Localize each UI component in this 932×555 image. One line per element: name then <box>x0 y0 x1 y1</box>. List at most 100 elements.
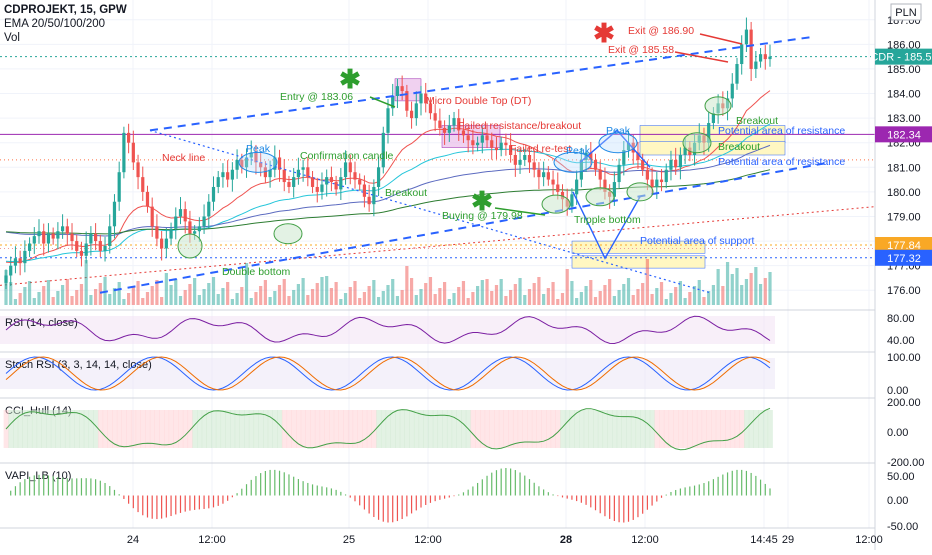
candle-body <box>240 159 244 168</box>
cci-band <box>711 410 717 448</box>
entry-arrow <box>369 96 396 108</box>
annotation-exit-2: Exit @ 185.58 <box>608 44 674 56</box>
candle-body <box>263 167 267 178</box>
vapi-bar <box>703 483 705 496</box>
volume-bar <box>358 298 362 305</box>
vapi-bar <box>387 495 389 523</box>
vapi-bar <box>151 495 153 519</box>
descending-dotted-line <box>149 129 711 294</box>
cci-band <box>395 410 401 448</box>
vapi-bar <box>675 489 677 496</box>
candle-body <box>343 162 348 178</box>
vapi-bar <box>557 495 559 497</box>
volume-bar <box>197 295 201 305</box>
candle-body <box>744 29 749 45</box>
vapi-bar <box>439 495 441 500</box>
candle-body <box>391 95 395 109</box>
volume-bar <box>13 299 18 305</box>
cci-band <box>635 410 641 448</box>
volume-bar <box>669 293 673 305</box>
candle-body <box>645 169 649 180</box>
cci-band <box>41 410 47 448</box>
cci-band <box>267 410 273 448</box>
panel-tick-label: 100.00 <box>887 352 921 364</box>
cci-band <box>668 410 674 448</box>
vapi-bar <box>99 480 101 496</box>
price-tick-label: 176.00 <box>887 285 921 297</box>
candle-body <box>188 221 192 234</box>
candle-body <box>174 216 178 229</box>
cci-band <box>659 410 665 448</box>
vapi-bar <box>415 495 417 511</box>
cci-band <box>583 410 589 448</box>
ema-legend[interactable]: EMA 20/50/100/200 <box>4 18 106 30</box>
peak-ellipse-1 <box>238 151 278 173</box>
volume-bar <box>249 298 253 305</box>
candle-body <box>112 201 117 227</box>
time-tick-label: 12:00 <box>198 534 226 546</box>
vapi-bar <box>524 475 526 496</box>
vapi-bar <box>80 478 83 496</box>
buying-arrow <box>494 207 546 216</box>
volume-bar <box>98 283 102 305</box>
cci-band <box>168 410 174 448</box>
volume-bar <box>532 283 536 305</box>
volume-bar <box>27 281 32 305</box>
vapi-bar <box>467 489 469 496</box>
volume-bar <box>433 294 437 305</box>
cci-band <box>135 410 141 448</box>
vapi-bar <box>52 476 54 496</box>
volume-bar <box>244 263 249 305</box>
price-tag-box <box>875 249 932 266</box>
cci-band <box>145 410 151 448</box>
cci-band <box>17 410 24 448</box>
candle-body <box>513 155 517 165</box>
cci-band <box>541 410 547 448</box>
annotation-resistance-2: Potential area of resistance <box>718 156 845 168</box>
volume-bar <box>490 291 494 305</box>
price-tick-label: 180.00 <box>887 187 921 199</box>
vapi-bar <box>109 486 111 496</box>
cci-band <box>225 410 231 448</box>
vapi-bar <box>755 475 757 496</box>
candle-body <box>211 186 216 202</box>
price-tick-label: 185.00 <box>887 64 921 76</box>
candle-body <box>518 159 522 165</box>
candle-body <box>282 169 286 183</box>
volume-bar <box>122 299 126 305</box>
price-tick-label: 183.00 <box>887 113 921 125</box>
cci-band <box>579 410 585 448</box>
cci-band <box>678 410 684 448</box>
indicator-line <box>5 315 771 345</box>
candle-body <box>292 177 296 187</box>
symbol-title[interactable]: CDPROJEKT, 15, GPW <box>4 4 127 16</box>
candle-body <box>575 179 579 195</box>
time-axis[interactable]: 24 12:00 25 12:00 28 12:00 14:45 29 12:00 <box>0 527 883 546</box>
volume-legend[interactable]: Vol <box>4 32 20 44</box>
vapi-bar <box>576 495 578 502</box>
candle-body <box>287 182 291 187</box>
volume-bar <box>89 295 93 305</box>
volume-bar <box>329 288 334 305</box>
candles[interactable] <box>4 17 772 290</box>
cci-band <box>470 410 476 448</box>
cci-band <box>522 410 528 448</box>
cci-band <box>253 410 259 448</box>
vapi-bar <box>486 475 488 496</box>
cci-band <box>762 410 769 448</box>
vapi-bar <box>113 489 116 496</box>
annotation-micro-double-top: Micro Double Top (DT) <box>426 95 531 107</box>
lower-channel-line <box>99 161 831 294</box>
vapi-bar <box>472 486 474 496</box>
volume-bar <box>768 272 772 305</box>
candle-body <box>622 150 626 165</box>
vapi-bar <box>194 495 196 510</box>
vapi-bar <box>745 470 748 496</box>
vapi-bar <box>19 482 21 496</box>
volume-bar <box>334 282 338 305</box>
vapi-bar <box>146 495 149 518</box>
price-axis[interactable]: 187.00186.00185.00184.00183.00182.00181.… <box>870 0 932 550</box>
cci-band <box>329 410 335 448</box>
candle-body <box>75 241 79 251</box>
